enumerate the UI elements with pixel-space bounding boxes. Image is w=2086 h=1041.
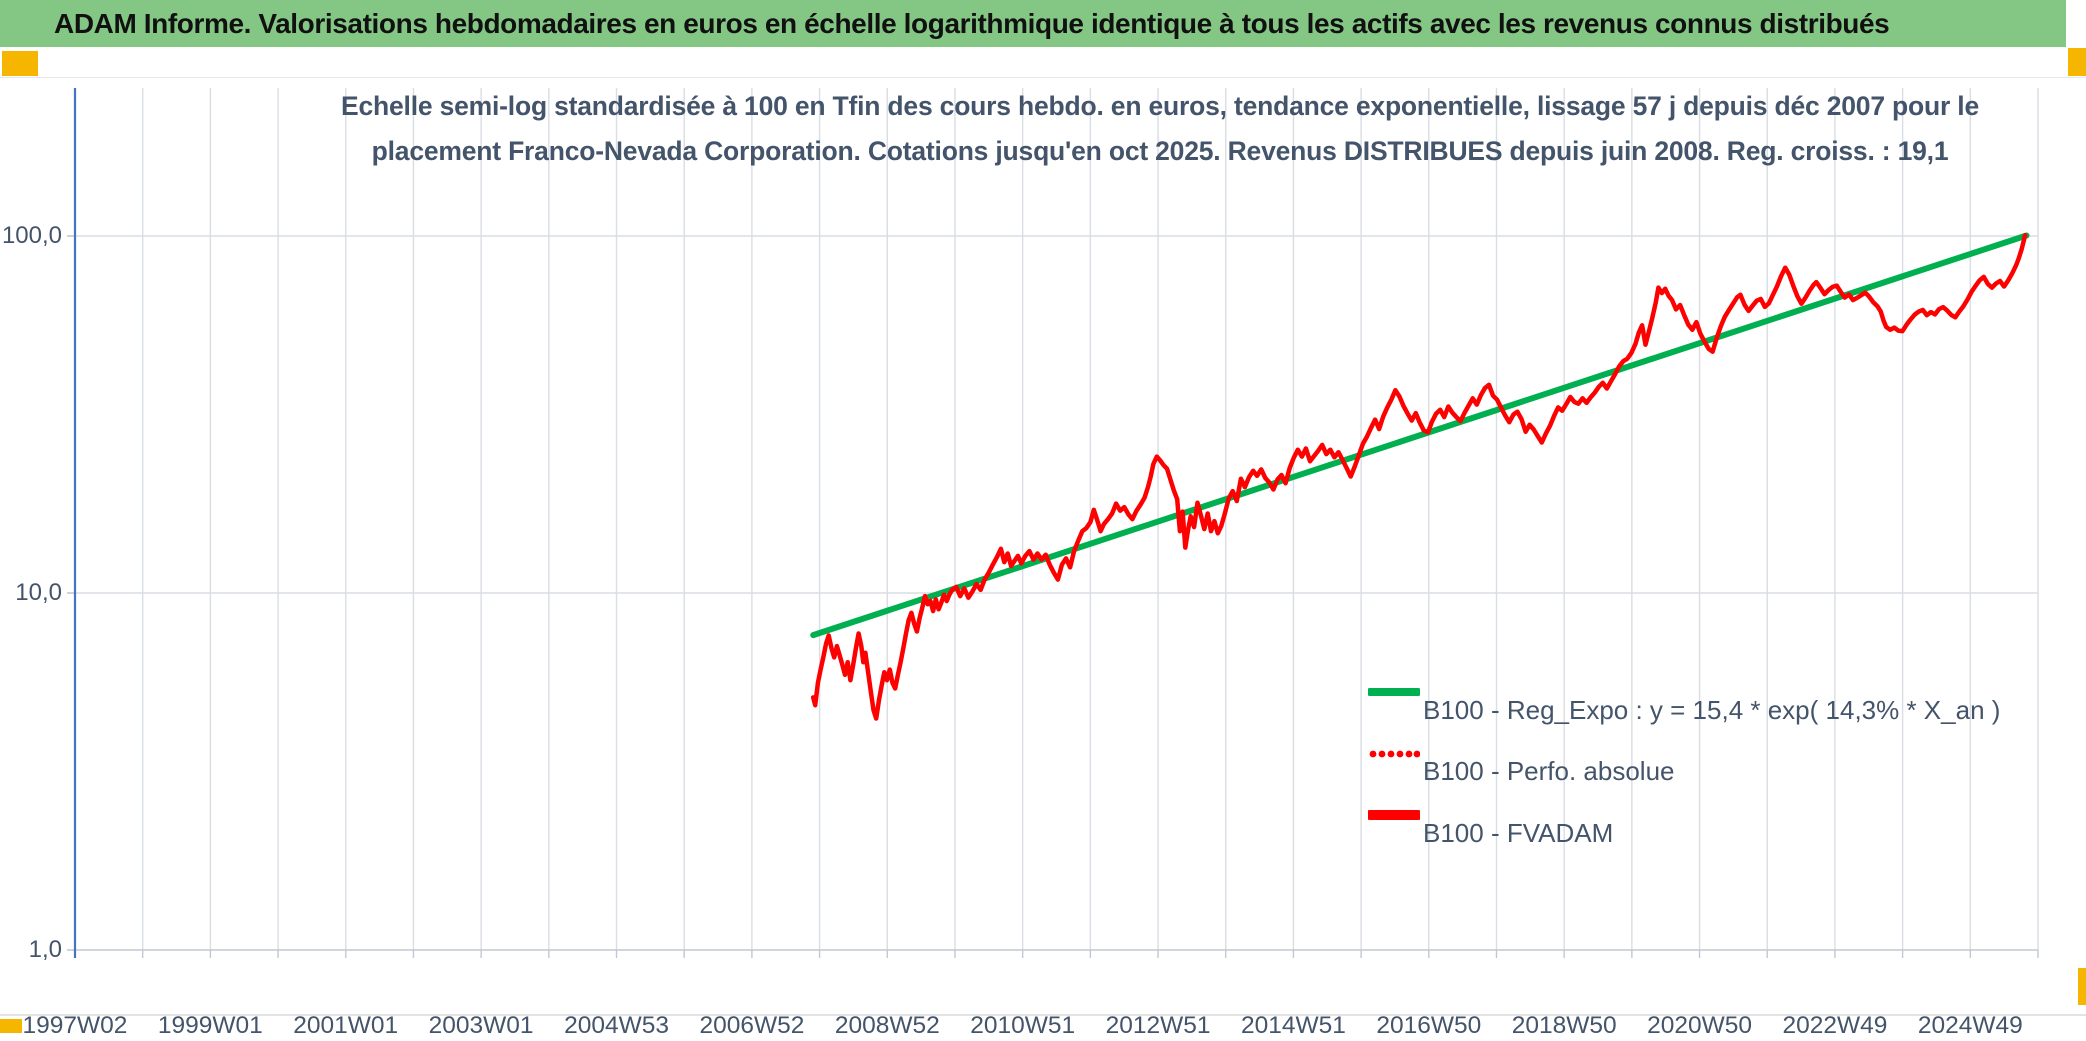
chart-title: Echelle semi-log standardisée à 100 en T…	[240, 84, 2080, 174]
y-tick-label: 1,0	[28, 936, 62, 963]
solid-red-line-swatch-icon	[1368, 810, 1420, 840]
x-tick-label: 2012W51	[1105, 1012, 1211, 1039]
chart-canvas[interactable]	[0, 48, 2086, 1008]
x-tick-label: 2016W50	[1376, 1012, 1482, 1039]
chart-title-line1: Echelle semi-log standardisée à 100 en T…	[341, 91, 1979, 121]
dotted-red-line-swatch-icon	[1368, 750, 1420, 779]
chart-region: Echelle semi-log standardisée à 100 en T…	[0, 48, 2086, 1039]
x-tick-label: 1999W01	[157, 1012, 263, 1039]
accent-square-top-right	[2068, 48, 2086, 76]
bottom-divider-line	[0, 1014, 2086, 1016]
row-divider-line	[0, 77, 2086, 78]
solid-green-line-swatch-icon	[1368, 688, 1420, 717]
chart-title-line2: placement Franco-Nevada Corporation. Cot…	[371, 136, 1949, 166]
x-tick-label: 2004W53	[564, 1012, 669, 1039]
x-tick-label: 2008W52	[834, 1012, 940, 1039]
accent-strip-bottom-right	[2078, 968, 2086, 1005]
x-tick-label: 2022W49	[1782, 1012, 1888, 1039]
legend-entry[interactable]: B100 - Perfo. absolue	[1368, 747, 1675, 797]
legend-entry[interactable]: B100 - FVADAM	[1368, 808, 1613, 858]
x-tick-label: 2018W50	[1511, 1012, 1617, 1039]
x-tick-label: 2020W50	[1647, 1012, 1752, 1039]
legend-entry-label: B100 - FVADAM	[1423, 817, 1614, 848]
x-tick-label: 2024W49	[1917, 1012, 2023, 1039]
accent-square-top-left	[2, 51, 38, 76]
x-tick-label: 2006W52	[699, 1012, 805, 1039]
x-tick-label: 2010W51	[970, 1012, 1076, 1039]
legend-entry-label: B100 - Perfo. absolue	[1423, 756, 1675, 786]
y-tick-label: 100,0	[1, 222, 62, 249]
legend-entry[interactable]: B100 - Reg_Expo : y = 15,4 * exp( 14,3% …	[1368, 685, 2000, 735]
y-tick-label: 10,0	[15, 579, 62, 606]
header-banner: ADAM Informe. Valorisations hebdomadaire…	[0, 0, 2066, 47]
legend-entry-label: B100 - Reg_Expo : y = 15,4 * exp( 14,3% …	[1423, 694, 2001, 725]
x-tick-label: 2001W01	[293, 1012, 399, 1039]
x-tick-label: 1997W02	[22, 1012, 128, 1039]
header-title: ADAM Informe. Valorisations hebdomadaire…	[54, 7, 1890, 39]
x-tick-label: 2003W01	[428, 1012, 534, 1039]
x-tick-label: 2014W51	[1240, 1012, 1346, 1039]
accent-square-bottom-left	[0, 1019, 22, 1033]
